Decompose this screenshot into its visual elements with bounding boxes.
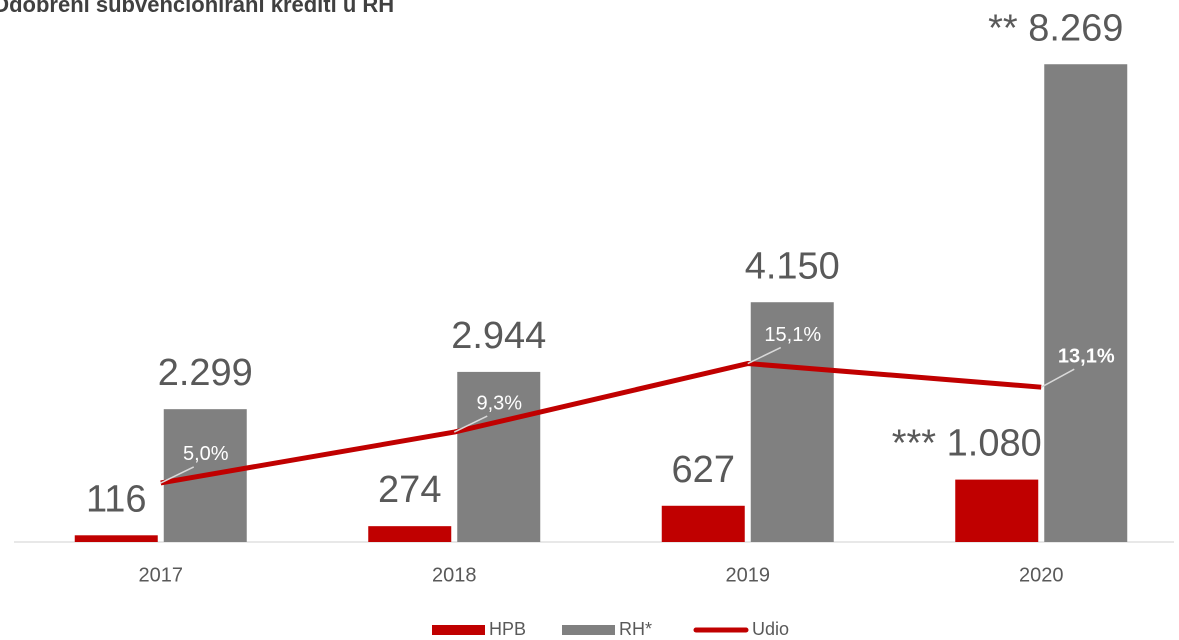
leader-line	[453, 415, 488, 433]
line-value-label: 5,0%	[183, 443, 229, 465]
line-value-label: 9,3%	[476, 392, 522, 414]
x-tick-label: 2019	[726, 564, 771, 586]
line-value-label: 13,1%	[1058, 345, 1115, 367]
x-tick-label: 2017	[139, 564, 184, 586]
line	[160, 361, 1042, 486]
bar	[1044, 64, 1128, 542]
bar	[368, 526, 452, 542]
legend-swatch	[432, 625, 485, 635]
leader-line	[747, 346, 782, 365]
bar	[750, 302, 834, 542]
bar	[74, 535, 158, 542]
value-label: 274	[378, 469, 441, 511]
line-value-label: 15,1%	[764, 324, 821, 346]
chart-title: Odobreni subvencionirani krediti u RH	[0, 0, 394, 17]
value-label: 2.299	[158, 352, 253, 394]
legend-label: Udio	[752, 619, 789, 639]
legend-label: HPB	[489, 619, 526, 639]
legend-label: RH*	[619, 619, 652, 639]
value-label: 627	[672, 449, 735, 491]
legend-swatch	[562, 625, 615, 635]
bar	[457, 371, 541, 542]
value-label: 2.944	[451, 315, 546, 357]
value-label: *** 1.080	[892, 423, 1042, 465]
value-label: 116	[86, 478, 147, 520]
x-tick-label: 2018	[432, 564, 477, 586]
value-label: 4.150	[745, 245, 840, 287]
leader-line	[160, 466, 195, 484]
x-tick-label: 2020	[1019, 564, 1064, 586]
value-label: ** 8.269	[988, 7, 1123, 49]
bar	[955, 479, 1039, 542]
leader-line	[1040, 368, 1075, 388]
bar	[661, 505, 745, 542]
